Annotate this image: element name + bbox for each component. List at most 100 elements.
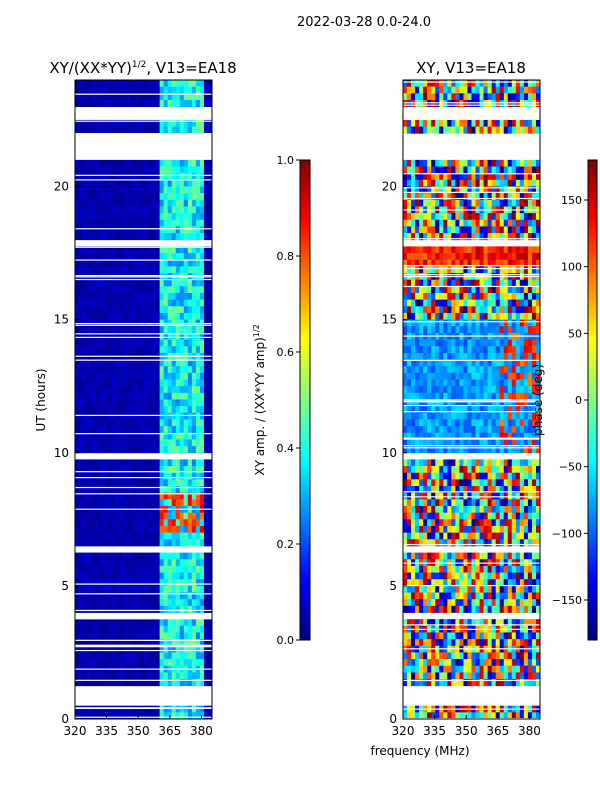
phase-cell [507,472,513,480]
amplitude-cell [147,93,152,101]
amplitude-cell [143,246,148,254]
amplitude-cell [207,659,213,667]
amplitude-cell [127,432,132,440]
amplitude-cell [183,525,189,534]
phase-cell [523,306,529,314]
phase-cell [459,173,464,181]
phase-cell [535,259,541,267]
amplitude-cell [179,572,185,580]
phase-cell [407,213,412,221]
phase-cell [527,346,533,354]
amplitude-cell [207,366,213,374]
amplitude-cell [195,126,201,134]
phase-cell [515,126,521,134]
amplitude-cell [143,386,148,394]
phase-cell [411,392,416,400]
phase-cell [443,299,448,307]
amplitude-cell [151,479,156,487]
amplitude-cell [147,346,152,354]
phase-cell [519,119,525,127]
amplitude-cell [127,459,132,467]
amplitude-cell [155,93,161,101]
amplitude-cell [187,119,193,127]
amplitude-cell [195,525,201,534]
phase-cell [519,126,525,134]
phase-cell [483,219,489,227]
amplitude-cell [111,599,116,607]
amplitude-cell [99,659,104,667]
amplitude-cell [163,366,169,374]
phase-cell [499,86,505,94]
amplitude-cell [115,126,120,134]
amplitude-cell [155,472,161,480]
phase-cell [411,386,416,394]
amplitude-cell [75,392,80,400]
phase-cell [531,532,537,540]
phase-cell [459,279,464,287]
phase-cell [503,419,509,427]
amplitude-cell [167,525,173,534]
amplitude-cell [207,585,213,593]
phase-cell [515,439,521,447]
amplitude-cell [195,439,201,447]
amplitude-cell [119,599,124,607]
phase-cell [439,519,444,527]
phase-cell [427,166,432,174]
phase-cell [447,499,452,507]
amplitude-dropout [75,471,212,473]
amplitude-cell [159,86,165,94]
amplitude-cell [167,619,173,627]
phase-cell [407,219,412,227]
amplitude-cell [203,705,209,713]
phase-cell [411,166,416,174]
amplitude-cell [207,419,213,427]
amplitude-cell [143,439,148,447]
amplitude-cell [91,512,96,520]
phase-cell [455,80,460,88]
amplitude-cell [139,512,144,520]
phase-cell [487,99,493,108]
amplitude-cell [167,552,173,560]
amplitude-cell [151,592,156,600]
amplitude-cell [167,539,173,547]
phase-cell [479,186,484,194]
amplitude-cell [91,492,96,500]
amplitude-cell [79,99,84,108]
phase-cell [431,319,436,327]
phase-cell [535,319,541,327]
amplitude-cell [207,193,213,201]
amplitude-cell [151,246,156,254]
phase-cell [487,219,493,227]
phase-cell [479,532,484,540]
phase-cell [423,346,428,354]
phase-cell [527,386,533,394]
amplitude-cell [159,213,165,221]
phase-cell [407,432,412,440]
amplitude-cell [199,259,205,267]
phase-cell [431,253,436,261]
amplitude-cell [207,525,213,534]
amplitude-cell [155,492,161,500]
phase-cell [435,366,440,374]
amplitude-dropout [75,246,212,248]
phase-cell [535,399,541,407]
amplitude-cell [199,499,205,507]
phase-cell [459,506,464,514]
amplitude-cell [151,392,156,400]
phase-cell [419,193,424,201]
phase-cell [407,359,412,367]
phase-cell [451,193,456,201]
amplitude-cell [107,392,112,400]
amplitude-cell [139,619,144,627]
phase-cell [507,193,513,201]
amplitude-cell [155,266,161,274]
amplitude-cell [87,372,92,380]
amplitude-cell [79,253,84,261]
amplitude-cell [131,632,136,640]
phase-cell [403,472,408,480]
phase-cell [471,213,476,221]
amplitude-cell [199,572,205,580]
amplitude-cell [95,632,100,640]
amplitude-cell [87,219,92,227]
phase-cell [467,99,472,108]
